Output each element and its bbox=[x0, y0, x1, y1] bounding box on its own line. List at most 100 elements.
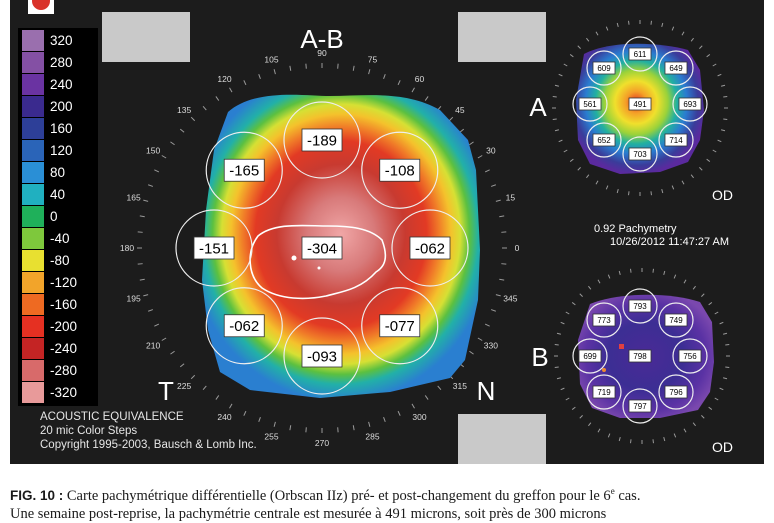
legend-step-label: -240 bbox=[50, 341, 77, 356]
main-tick bbox=[478, 156, 482, 159]
legend-step-label: 40 bbox=[50, 187, 65, 202]
panel-a-tick bbox=[713, 150, 716, 152]
main-tick bbox=[412, 88, 415, 92]
main-tick bbox=[148, 310, 153, 312]
angle-label: 195 bbox=[127, 293, 141, 303]
main-tick bbox=[140, 216, 145, 217]
panel-a-tick bbox=[662, 189, 663, 193]
legend-step-label: -320 bbox=[50, 385, 77, 400]
main-tick bbox=[412, 404, 415, 408]
panel-a-tick bbox=[553, 97, 557, 98]
legend-step-label: -200 bbox=[50, 319, 77, 334]
legend-swatch bbox=[22, 96, 44, 117]
panel-b-tick bbox=[715, 312, 718, 314]
main-tick bbox=[203, 386, 206, 390]
panel-a-tick bbox=[617, 23, 618, 27]
figure-caption-line1: FIG. 10 : Carte pachymétrique différenti… bbox=[10, 488, 774, 505]
panel-b-value-right: 756 bbox=[683, 352, 697, 361]
panel-b-tick bbox=[701, 415, 704, 418]
main-tick bbox=[290, 425, 291, 430]
main-value-upper-right: -108 bbox=[385, 163, 415, 180]
caption-text-end: cas. bbox=[615, 488, 641, 504]
main-tick bbox=[148, 185, 153, 187]
angle-label: 15 bbox=[506, 193, 516, 203]
panel-a-tick bbox=[723, 119, 727, 120]
main-tick bbox=[244, 80, 246, 85]
angle-label: 345 bbox=[503, 293, 517, 303]
panel-b-tick bbox=[608, 434, 610, 438]
panel-a-tick bbox=[721, 130, 725, 131]
legend-swatch bbox=[22, 162, 44, 183]
main-tick bbox=[398, 411, 400, 416]
panel-b-tick bbox=[709, 302, 712, 304]
angle-label: 180 bbox=[120, 243, 134, 253]
legend-step-label: -120 bbox=[50, 275, 77, 290]
panel-a-value-bottom: 703 bbox=[633, 150, 647, 159]
panel-a-tick bbox=[578, 46, 581, 49]
panel-b-tick bbox=[720, 388, 724, 390]
main-tick bbox=[499, 216, 504, 217]
angle-label: 330 bbox=[484, 341, 498, 351]
main-tick bbox=[274, 422, 275, 427]
panel-a-title: A bbox=[529, 92, 547, 122]
main-tick bbox=[180, 129, 184, 132]
panel-b-tick bbox=[598, 280, 600, 283]
panel-b-tick bbox=[684, 280, 686, 283]
panel-a-tick bbox=[718, 140, 722, 142]
panel-b-value-upper-left: 773 bbox=[597, 316, 611, 325]
angle-label: 75 bbox=[368, 55, 378, 65]
panel-a-tick bbox=[672, 186, 674, 190]
main-tick bbox=[369, 422, 370, 427]
panel-b-tick bbox=[572, 302, 575, 304]
panel-b-value-bottom: 797 bbox=[633, 402, 647, 411]
main-tick bbox=[398, 80, 400, 85]
panel-b-tick bbox=[725, 367, 729, 368]
panel-a-tick bbox=[629, 191, 630, 195]
main-tick bbox=[478, 338, 482, 341]
panel-a-tick bbox=[682, 181, 684, 184]
panel-b-value-center: 798 bbox=[633, 352, 647, 361]
legend-swatch bbox=[22, 382, 44, 403]
main-tick bbox=[485, 170, 490, 172]
panel-b-value-upper-right: 749 bbox=[669, 316, 683, 325]
placeholder-box-top-left bbox=[102, 12, 190, 62]
legend-footer-line2: 20 mic Color Steps bbox=[40, 425, 137, 437]
panel-b-tick bbox=[557, 378, 561, 379]
panel-a-value-right: 693 bbox=[683, 100, 697, 109]
legend-swatch bbox=[22, 74, 44, 95]
legend-step-label: -280 bbox=[50, 363, 77, 378]
legend-swatch bbox=[22, 316, 44, 337]
angle-label: 30 bbox=[486, 146, 496, 156]
main-value-top: -189 bbox=[307, 132, 337, 149]
panel-a-tick bbox=[606, 186, 608, 190]
panel-a-tick bbox=[617, 189, 618, 193]
main-value-center: -304 bbox=[307, 240, 337, 257]
main-tick bbox=[496, 295, 501, 296]
panel-b-tick bbox=[619, 437, 620, 441]
panel-a-tick bbox=[651, 21, 652, 25]
angle-label: 0 bbox=[515, 243, 520, 253]
main-tick bbox=[353, 66, 354, 71]
main-tick bbox=[469, 142, 473, 145]
angle-label: 120 bbox=[217, 74, 231, 84]
main-tick bbox=[154, 170, 159, 172]
main-value-bottom: -093 bbox=[307, 348, 337, 365]
main-tick bbox=[485, 324, 490, 326]
panel-b-tick bbox=[555, 367, 559, 368]
angle-label: 165 bbox=[127, 193, 141, 203]
panel-b-tick bbox=[566, 398, 569, 400]
legend-step-label: 320 bbox=[50, 33, 73, 48]
panel-a-tick bbox=[699, 167, 702, 170]
panel-a-tick bbox=[586, 175, 588, 178]
main-tick bbox=[216, 395, 219, 399]
main-value-lower-left: -062 bbox=[229, 318, 259, 335]
panel-b-tick bbox=[693, 286, 695, 289]
legend-swatch bbox=[22, 294, 44, 315]
panel-a-value-left: 561 bbox=[583, 100, 597, 109]
panel-b-title: B bbox=[531, 342, 548, 372]
angle-label: 270 bbox=[315, 438, 329, 448]
main-tick bbox=[384, 417, 386, 422]
main-tick bbox=[216, 96, 219, 100]
legend-step-label: 120 bbox=[50, 143, 73, 158]
